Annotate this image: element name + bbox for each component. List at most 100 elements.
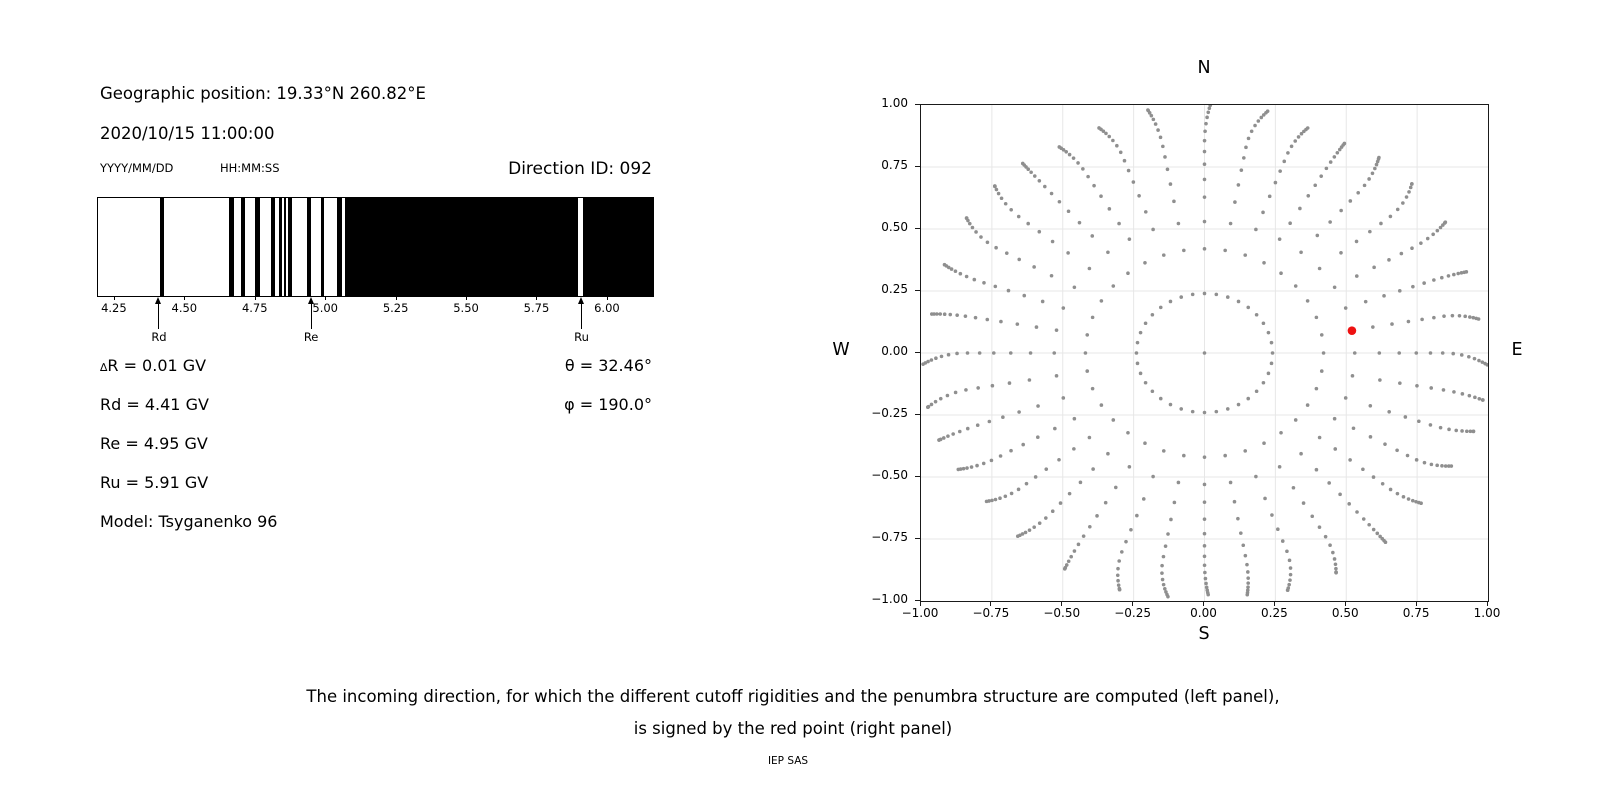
direction-dot xyxy=(975,423,980,428)
direction-dot xyxy=(939,354,944,359)
direction-dot xyxy=(1332,416,1337,421)
direction-dot xyxy=(1153,122,1158,126)
direction-dot xyxy=(1072,416,1077,421)
y-tick-label: 0.00 xyxy=(881,344,908,358)
direction-dot xyxy=(1299,250,1303,255)
y-tick-mark xyxy=(915,103,920,105)
direction-dot xyxy=(1428,351,1433,355)
date-format-label: YYYY/MM/DD xyxy=(100,161,174,175)
direction-dot xyxy=(1361,467,1365,472)
direction-dot xyxy=(1015,534,1020,539)
direction-dot xyxy=(1371,475,1376,479)
direction-dot xyxy=(1278,169,1282,173)
direction-dot xyxy=(1465,429,1469,434)
direction-dot xyxy=(1117,221,1121,226)
direction-dot xyxy=(1120,550,1124,554)
direction-dot xyxy=(1107,134,1112,139)
x-tick-mark xyxy=(1061,601,1063,606)
direction-dot xyxy=(1034,325,1039,329)
penumbra-forbidden-band xyxy=(583,198,653,296)
direction-dot xyxy=(984,499,989,504)
direction-dot xyxy=(1377,155,1381,160)
direction-dot xyxy=(1083,351,1088,355)
compass-label-west: W xyxy=(832,340,850,360)
direction-dot xyxy=(1115,573,1120,578)
param-phi: φ = 190.0° xyxy=(564,395,652,414)
direction-dot xyxy=(1305,403,1310,407)
direction-dot xyxy=(1288,578,1292,582)
direction-dot xyxy=(1166,594,1170,599)
direction-dot xyxy=(1057,457,1061,462)
direction-dot xyxy=(1076,161,1080,165)
direction-dot xyxy=(1057,199,1062,204)
direction-dot xyxy=(1267,194,1272,199)
direction-dot xyxy=(1064,150,1069,154)
direction-dot xyxy=(1126,168,1131,173)
direction-dot xyxy=(941,436,946,440)
x-tick-mark xyxy=(606,296,608,300)
direction-dot xyxy=(1382,294,1386,298)
direction-dot xyxy=(1355,510,1359,514)
penumbra-bars xyxy=(98,198,653,296)
x-tick-label: −0.75 xyxy=(972,606,1010,620)
direction-dot xyxy=(1043,184,1047,189)
direction-dot xyxy=(1228,221,1233,226)
direction-dot xyxy=(1015,322,1020,326)
direction-dot xyxy=(1245,592,1250,597)
direction-dot xyxy=(926,405,930,409)
y-tick-mark xyxy=(915,537,920,539)
direction-scatter-svg xyxy=(921,103,1490,601)
direction-dot xyxy=(1371,325,1375,329)
direction-dot xyxy=(1328,543,1332,548)
direction-dot xyxy=(1262,260,1266,265)
direction-dot xyxy=(1343,396,1348,400)
direction-dot xyxy=(1165,167,1170,172)
direction-dot xyxy=(1276,527,1280,532)
direction-dot xyxy=(1090,386,1095,391)
direction-dot xyxy=(1090,234,1095,238)
direction-dot xyxy=(1072,447,1076,451)
direction-dot xyxy=(949,267,954,271)
x-tick-mark xyxy=(990,601,992,606)
penumbra-forbidden-band xyxy=(255,198,260,296)
direction-dot xyxy=(1399,251,1404,256)
penumbra-forbidden-band xyxy=(283,198,287,296)
direction-dot xyxy=(996,191,1001,196)
direction-dot xyxy=(965,426,970,431)
y-tick-label: −0.25 xyxy=(871,406,908,420)
direction-dot xyxy=(1269,340,1274,345)
direction-dot xyxy=(1266,330,1271,335)
x-tick-mark xyxy=(395,296,397,300)
direction-dot xyxy=(1050,509,1055,514)
direction-dot xyxy=(1007,381,1012,385)
x-tick-mark xyxy=(1203,601,1204,606)
x-tick-label: 5.50 xyxy=(453,301,479,315)
direction-dot xyxy=(1081,167,1085,171)
direction-dot xyxy=(1182,248,1186,253)
direction-dot xyxy=(1202,517,1207,521)
direction-dot xyxy=(1476,317,1481,321)
direction-dot xyxy=(1228,480,1233,485)
x-tick-label: 4.25 xyxy=(101,301,127,315)
direction-dot xyxy=(1143,380,1148,385)
direction-dot xyxy=(1016,487,1021,492)
penumbra-forbidden-band xyxy=(320,198,324,296)
direction-dot xyxy=(1356,190,1361,195)
direction-dot xyxy=(964,216,969,220)
direction-dot xyxy=(1223,453,1227,458)
direction-dot xyxy=(1246,305,1251,310)
direction-dot xyxy=(1176,221,1181,226)
direction-dot xyxy=(1126,430,1130,435)
direction-dot xyxy=(1092,183,1096,188)
direction-dot xyxy=(1438,225,1443,230)
direction-dot xyxy=(1161,582,1166,587)
direction-dot xyxy=(1050,239,1055,244)
direction-dot xyxy=(1422,460,1427,465)
direction-dot xyxy=(1225,295,1230,299)
direction-dot xyxy=(1414,499,1418,504)
direction-dot xyxy=(1261,210,1265,215)
direction-dot xyxy=(1214,292,1219,297)
direction-dot xyxy=(1126,271,1130,276)
selected-direction-red-point xyxy=(1347,326,1357,335)
direction-dot xyxy=(1161,449,1166,453)
